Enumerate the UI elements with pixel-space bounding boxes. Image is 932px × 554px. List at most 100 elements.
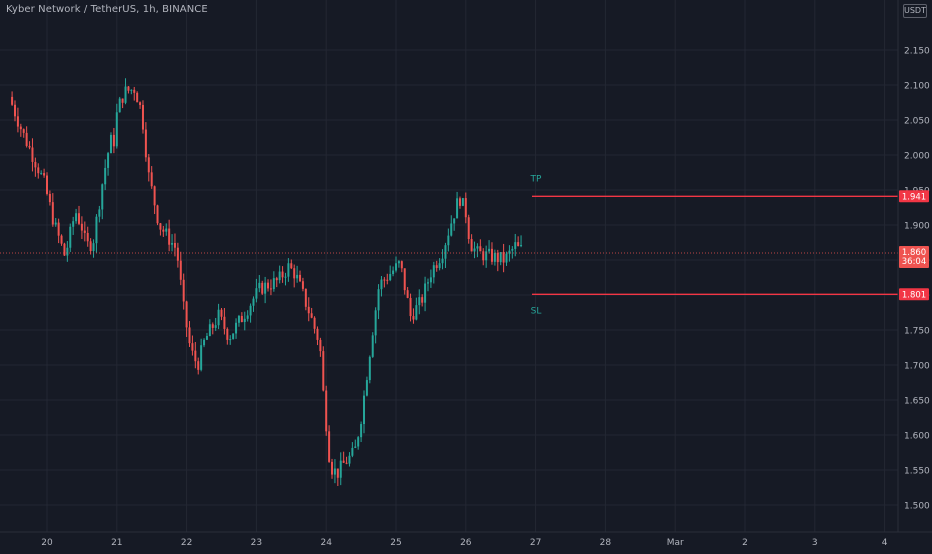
candle-body — [502, 252, 505, 263]
candle-body — [377, 289, 380, 311]
candle-body — [453, 218, 456, 224]
candle-body — [136, 92, 139, 103]
candle-body — [223, 316, 226, 329]
candle-body — [490, 248, 493, 262]
candle-body — [395, 263, 397, 271]
candle-body — [173, 242, 176, 248]
candle-body — [296, 274, 299, 279]
candle-body — [252, 298, 255, 306]
candle-body — [307, 306, 310, 314]
candle-body — [467, 217, 470, 240]
candle-body — [118, 98, 121, 113]
candle-body — [243, 318, 246, 323]
candle-body — [432, 265, 435, 278]
candle-body — [185, 301, 188, 328]
candle-body — [301, 281, 304, 289]
candle-body — [46, 175, 48, 194]
candle-body — [499, 252, 502, 263]
candle-body — [345, 462, 348, 464]
candle-body — [197, 361, 200, 370]
candle-body — [493, 252, 496, 262]
candle-body — [16, 116, 19, 127]
candle-body — [354, 446, 357, 448]
candle-body — [421, 297, 424, 303]
candle-body — [144, 129, 147, 158]
candle-body — [418, 297, 421, 306]
candle-body — [69, 226, 72, 248]
candle-body — [272, 278, 275, 290]
tp-price-tag — [899, 190, 929, 203]
candle-body — [438, 263, 441, 269]
candle-body — [43, 173, 46, 176]
candle-body — [249, 305, 252, 316]
candle-body — [115, 112, 118, 147]
candle-body — [374, 310, 377, 336]
candles — [11, 78, 523, 486]
x-tick-label: 21 — [111, 538, 122, 548]
candle-body — [473, 248, 476, 252]
candle-body — [235, 322, 238, 334]
candle-body — [403, 268, 406, 291]
candle-body — [95, 216, 98, 244]
candle-body — [267, 282, 270, 289]
candle-body — [127, 86, 130, 91]
candle-body — [400, 261, 403, 269]
current-price-tag — [899, 246, 929, 268]
candle-body — [293, 268, 296, 279]
candle-body — [464, 198, 467, 218]
candle-body — [147, 157, 150, 173]
candle-body — [458, 198, 461, 206]
candle-body — [80, 223, 83, 231]
candle-body — [339, 460, 342, 478]
candle-body — [261, 282, 264, 294]
candle-body — [141, 104, 144, 130]
candle-body — [380, 279, 383, 290]
tp-price-label: 1.941 — [902, 192, 926, 202]
candle-body — [211, 324, 214, 328]
candle-body — [19, 126, 22, 130]
candle-body — [264, 282, 267, 294]
candle-body — [371, 335, 374, 357]
x-tick-label: Mar — [667, 538, 684, 548]
candle-body — [159, 223, 162, 230]
candle-body — [363, 395, 366, 425]
candle-body — [412, 316, 415, 320]
candle-body — [511, 248, 514, 251]
candle-body — [313, 317, 316, 329]
candle-body — [392, 270, 395, 275]
candle-body — [488, 248, 491, 252]
currency-badge[interactable]: USDT — [903, 4, 927, 18]
candle-body — [208, 324, 211, 336]
candle-body — [203, 339, 206, 346]
candle-body — [220, 309, 223, 317]
candle-body — [461, 198, 464, 206]
current-price-label: 1.860 — [902, 248, 926, 258]
candle-body — [255, 288, 258, 299]
candle-body — [124, 86, 127, 103]
x-tick-label: 20 — [41, 538, 53, 548]
candle-body — [269, 288, 272, 290]
candle-body — [368, 356, 371, 381]
candle-body — [520, 245, 523, 247]
x-tick-label: 28 — [600, 538, 612, 548]
candle-body — [357, 437, 360, 447]
candle-body — [11, 96, 14, 105]
candle-body — [130, 89, 133, 91]
candle-body — [22, 129, 25, 133]
candle-body — [505, 253, 508, 263]
candle-body — [360, 424, 363, 438]
candle-body — [150, 172, 153, 187]
candle-body — [351, 447, 354, 456]
candle-body — [316, 328, 319, 340]
candle-body — [284, 276, 287, 278]
candle-body — [112, 134, 115, 147]
x-tick-label: 2 — [742, 538, 748, 548]
candle-body — [153, 186, 156, 206]
candle-body — [200, 345, 203, 370]
y-tick-label: 2.050 — [904, 117, 930, 127]
y-tick-label: 2.100 — [904, 82, 930, 92]
candle-body — [31, 147, 34, 162]
candle-body — [348, 455, 351, 464]
